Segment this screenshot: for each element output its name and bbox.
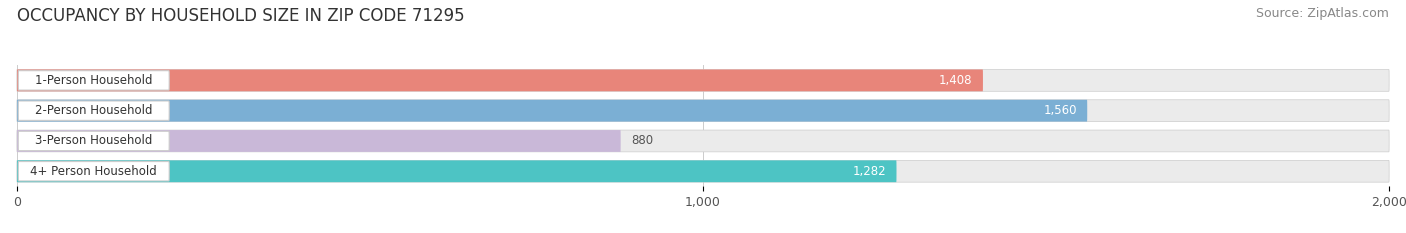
FancyBboxPatch shape (17, 100, 1087, 122)
Text: 1,408: 1,408 (939, 74, 973, 87)
Text: 1-Person Household: 1-Person Household (35, 74, 152, 87)
FancyBboxPatch shape (17, 130, 620, 152)
FancyBboxPatch shape (17, 69, 983, 91)
FancyBboxPatch shape (18, 71, 169, 90)
Text: 880: 880 (631, 134, 652, 147)
Text: 2-Person Household: 2-Person Household (35, 104, 152, 117)
Text: 4+ Person Household: 4+ Person Household (31, 165, 157, 178)
FancyBboxPatch shape (18, 131, 169, 151)
FancyBboxPatch shape (18, 161, 169, 181)
Text: 1,282: 1,282 (852, 165, 886, 178)
Text: 1,560: 1,560 (1043, 104, 1077, 117)
FancyBboxPatch shape (17, 100, 1389, 122)
Text: 3-Person Household: 3-Person Household (35, 134, 152, 147)
Text: OCCUPANCY BY HOUSEHOLD SIZE IN ZIP CODE 71295: OCCUPANCY BY HOUSEHOLD SIZE IN ZIP CODE … (17, 7, 464, 25)
FancyBboxPatch shape (17, 69, 1389, 91)
FancyBboxPatch shape (17, 130, 1389, 152)
FancyBboxPatch shape (17, 160, 897, 182)
FancyBboxPatch shape (17, 160, 1389, 182)
Text: Source: ZipAtlas.com: Source: ZipAtlas.com (1256, 7, 1389, 20)
FancyBboxPatch shape (18, 101, 169, 120)
